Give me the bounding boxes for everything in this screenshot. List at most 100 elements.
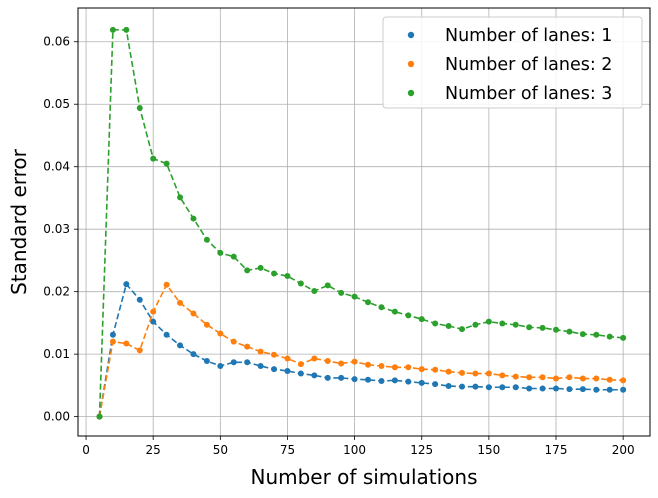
series-2-point bbox=[230, 338, 237, 345]
y-tick-label: 0.06 bbox=[43, 35, 70, 49]
series-3-point bbox=[539, 324, 546, 331]
series-3-point bbox=[230, 253, 237, 260]
series-3-point bbox=[418, 316, 425, 323]
x-tick-label: 75 bbox=[280, 443, 295, 457]
series-3-point bbox=[499, 320, 506, 327]
series-3-point bbox=[526, 324, 533, 331]
legend-marker bbox=[407, 60, 415, 68]
y-tick-label: 0.01 bbox=[43, 347, 70, 361]
legend-marker bbox=[407, 89, 415, 97]
x-tick-label: 25 bbox=[146, 443, 161, 457]
legend-items: Number of lanes: 1 Number of lanes: 2 Numb… bbox=[407, 26, 612, 104]
series-1-point bbox=[324, 374, 331, 381]
series-1-point bbox=[163, 331, 170, 338]
series-2-point bbox=[539, 374, 546, 381]
series-3-point bbox=[311, 288, 318, 295]
series-2-point bbox=[177, 299, 184, 306]
x-tick-label: 100 bbox=[343, 443, 366, 457]
series-1-line bbox=[98, 282, 624, 417]
series-2-point bbox=[445, 368, 452, 375]
series-2-point bbox=[190, 310, 197, 317]
series-3-point bbox=[593, 331, 600, 338]
series-3-point bbox=[96, 413, 103, 420]
series-1 bbox=[96, 281, 627, 420]
series-2-point bbox=[324, 358, 331, 365]
series-1-point bbox=[405, 378, 412, 385]
series-3-point bbox=[190, 215, 197, 222]
series-3-point bbox=[324, 282, 331, 289]
series-1-point bbox=[553, 385, 560, 392]
x-tick-label: 175 bbox=[545, 443, 568, 457]
x-tick-label: 150 bbox=[477, 443, 500, 457]
series-2-point bbox=[499, 372, 506, 379]
series-1-point bbox=[244, 359, 251, 366]
series-1-point bbox=[526, 385, 533, 392]
series-2-point bbox=[472, 370, 479, 377]
series-2 bbox=[96, 281, 627, 420]
series-2-point bbox=[620, 377, 627, 384]
y-tick-label: 0.00 bbox=[43, 410, 70, 424]
series-2-point bbox=[284, 355, 291, 362]
y-tick-label: 0.05 bbox=[43, 97, 70, 111]
series-1-point bbox=[445, 383, 452, 390]
plot-frame bbox=[77, 7, 651, 437]
series-1-point bbox=[512, 384, 519, 391]
series-3-point bbox=[203, 236, 210, 243]
x-tick-label: 50 bbox=[213, 443, 228, 457]
series-1-point bbox=[499, 384, 506, 391]
series-3-point bbox=[271, 270, 278, 277]
series-1-point bbox=[150, 318, 157, 325]
y-axis-title: Standard error bbox=[7, 148, 31, 295]
series-1-point bbox=[539, 385, 546, 392]
series-2-point bbox=[297, 361, 304, 368]
series-1-point bbox=[203, 358, 210, 365]
series-1-point bbox=[432, 381, 439, 388]
legend: Number of lanes: 1 Number of lanes: 2 Numb… bbox=[382, 16, 643, 109]
series-2-point bbox=[365, 361, 372, 368]
series-3-point bbox=[553, 326, 560, 333]
series-2-point bbox=[378, 363, 385, 370]
legend-label: Number of lanes: 3 bbox=[445, 84, 612, 104]
y-tick-label: 0.04 bbox=[43, 160, 70, 174]
series-1-point bbox=[257, 363, 264, 370]
series-3-point bbox=[123, 26, 130, 33]
series-3-point bbox=[150, 155, 157, 162]
series-1-point bbox=[391, 377, 398, 384]
series-3-point bbox=[163, 160, 170, 167]
series-3-point bbox=[365, 299, 372, 306]
y-tick-label: 0.03 bbox=[43, 222, 70, 236]
series-3-point bbox=[244, 267, 251, 274]
series-1-point bbox=[365, 376, 372, 383]
series-3-point bbox=[177, 194, 184, 201]
series-3-point bbox=[297, 280, 304, 287]
series-2-point bbox=[526, 374, 533, 381]
series-2-point bbox=[351, 358, 358, 365]
series-2-point bbox=[512, 373, 519, 380]
series-1-point bbox=[217, 363, 224, 370]
series-3-point bbox=[485, 318, 492, 325]
series-2-point bbox=[150, 308, 157, 315]
x-tick-label: 125 bbox=[410, 443, 433, 457]
series-layer bbox=[96, 26, 627, 420]
series-3-point bbox=[579, 331, 586, 338]
x-axis-title: Number of simulations bbox=[250, 465, 477, 489]
series-2-point bbox=[203, 321, 210, 328]
legend-marker bbox=[407, 31, 415, 39]
series-3-line bbox=[98, 29, 624, 417]
series-2-point bbox=[566, 374, 573, 381]
series-3-point bbox=[405, 312, 412, 319]
legend-label: Number of lanes: 1 bbox=[445, 26, 612, 46]
series-3-point bbox=[566, 328, 573, 335]
series-3-point bbox=[512, 321, 519, 328]
series-1-point bbox=[485, 384, 492, 391]
series-3-point bbox=[459, 326, 466, 333]
series-1-point bbox=[271, 366, 278, 373]
series-2-point bbox=[593, 375, 600, 382]
series-1-point bbox=[311, 372, 318, 379]
x-tick-label: 0 bbox=[82, 443, 90, 457]
series-2-point bbox=[418, 366, 425, 373]
series-2-point bbox=[405, 364, 412, 371]
series-3-point bbox=[432, 320, 439, 327]
